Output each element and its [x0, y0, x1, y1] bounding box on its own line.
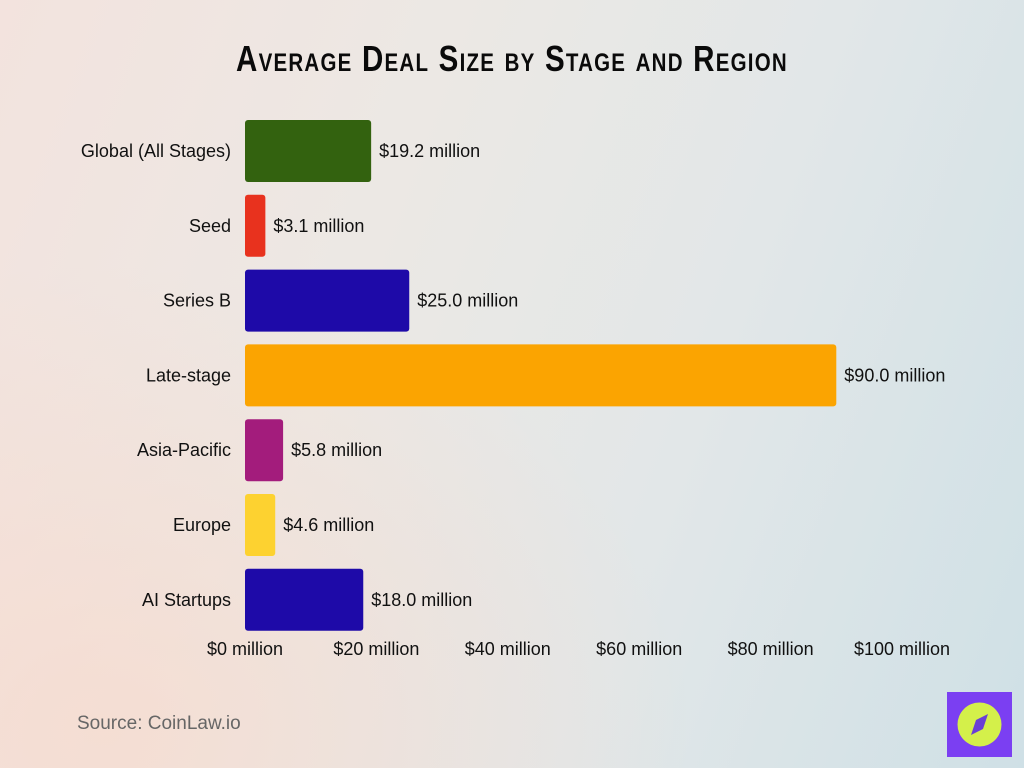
- data-label: $4.6 million: [283, 515, 374, 535]
- bar: [245, 419, 284, 482]
- coinlaw-logo: [947, 692, 1012, 757]
- x-tick-label: $100 million: [854, 639, 950, 659]
- data-label: $18.0 million: [371, 590, 472, 610]
- x-tick-label: $40 million: [465, 639, 551, 659]
- category-label: Europe: [173, 515, 231, 535]
- category-label: Global (All Stages): [81, 141, 231, 161]
- bar: [245, 568, 364, 631]
- data-label: $3.1 million: [273, 216, 364, 236]
- bar: [245, 494, 276, 556]
- x-tick-label: $0 million: [207, 639, 283, 659]
- bar: [245, 269, 410, 332]
- category-label: Seed: [189, 216, 231, 236]
- x-tick-label: $60 million: [596, 639, 682, 659]
- compass-icon: [957, 702, 1002, 747]
- x-tick-label: $80 million: [728, 639, 814, 659]
- category-label: Series B: [163, 291, 231, 311]
- data-label: $5.8 million: [291, 440, 382, 460]
- source-note: Source: CoinLaw.io: [77, 713, 241, 734]
- category-label: Late-stage: [146, 365, 231, 385]
- bar: [245, 120, 372, 182]
- bar: [245, 344, 837, 407]
- chart-title: Average Deal Size by Stage and Region: [236, 38, 788, 79]
- category-label: AI Startups: [142, 590, 231, 610]
- data-label: $25.0 million: [417, 291, 518, 311]
- data-label: $90.0 million: [844, 365, 945, 385]
- category-label: Asia-Pacific: [137, 440, 231, 460]
- data-label: $19.2 million: [379, 141, 480, 161]
- x-tick-label: $20 million: [333, 639, 419, 659]
- bar: [245, 194, 266, 257]
